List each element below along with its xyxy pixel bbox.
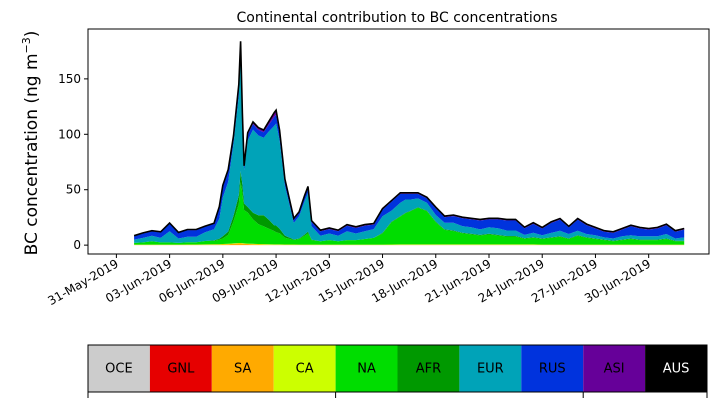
- legend-swatch-gnl: [149, 345, 212, 392]
- legend-swatch-aus: [645, 345, 707, 392]
- area-eur: [134, 49, 685, 243]
- plot-frame: [87, 28, 710, 255]
- stacked-area-layer: [133, 41, 685, 246]
- legend-label-gnl: GNL: [167, 362, 195, 377]
- color-legend: OCE GNL SA CA NA AFR EUR RUS ASI AUS: [87, 344, 708, 398]
- area-afr: [134, 171, 685, 243]
- axes-layer: 05010015031-May-201903-Jun-201906-Jun-20…: [45, 28, 710, 308]
- legend-label-eur: EUR: [477, 362, 504, 377]
- legend-label-oce: OCE: [105, 362, 133, 377]
- legend-label-asi: ASI: [604, 362, 625, 377]
- legend-label-aus: AUS: [663, 362, 690, 377]
- legend-swatch-rus: [521, 345, 584, 392]
- legend-frame: [87, 344, 708, 393]
- legend-label-ca: CA: [296, 362, 314, 377]
- y-axis-label-close: ): [22, 31, 42, 38]
- chart-title: Continental contribution to BC concentra…: [236, 10, 557, 26]
- y-axis-label-main: BC concentration (ng m: [22, 53, 42, 255]
- legend-swatch-asi: [583, 345, 646, 392]
- y-tick-label: 0: [73, 238, 81, 252]
- legend-label-afr: AFR: [416, 362, 441, 377]
- legend-swatch-eur: [459, 345, 522, 392]
- area-sa: [134, 243, 685, 246]
- legend-swatch-oce: [88, 345, 150, 392]
- y-tick-label: 100: [58, 127, 81, 141]
- area-na: [134, 182, 685, 245]
- y-axis-label: BC concentration (ng m−3): [20, 31, 42, 256]
- legend-label-rus: RUS: [539, 362, 566, 377]
- total-line: [133, 41, 685, 237]
- area-ca: [134, 243, 685, 245]
- legend-swatch-na: [335, 345, 398, 392]
- legend-label-na: NA: [357, 362, 376, 377]
- y-tick-label: 150: [58, 72, 81, 86]
- y-axis-label-exponent: −3: [20, 37, 33, 53]
- y-tick-label: 50: [66, 183, 81, 197]
- legend-label-sa: SA: [234, 362, 251, 377]
- legend-swatch-ca: [273, 345, 336, 392]
- legend-swatch-afr: [397, 345, 460, 392]
- legend-swatch-sa: [211, 345, 274, 392]
